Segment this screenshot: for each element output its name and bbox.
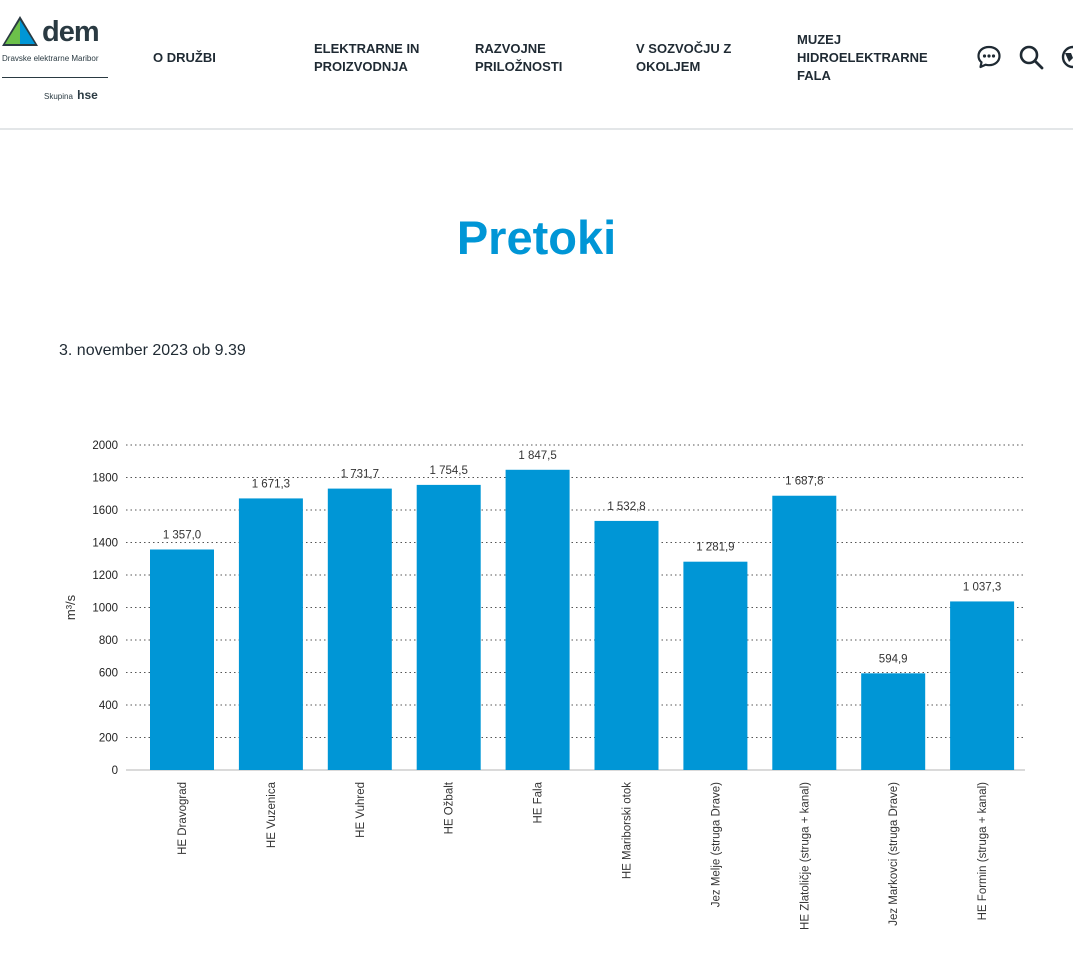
x-category-label: HE Vuhred <box>355 782 367 838</box>
bar-value-label: 1 532,8 <box>607 501 645 513</box>
measurement-timestamp: 3. november 2023 ob 9.39 <box>59 342 246 359</box>
x-category-label: Jez Melje (struga Drave) <box>710 782 722 907</box>
chart-bar <box>683 561 748 770</box>
y-tick-label: 1200 <box>92 570 118 582</box>
x-category-label: HE Zlatoličje (struga + kanal) <box>799 782 811 930</box>
nav-item-label: ELEKTRARNE IN <box>314 41 420 56</box>
x-category-label: HE Formin (struga + kanal) <box>977 782 989 921</box>
chart-bar <box>505 469 570 770</box>
chat-icon[interactable] <box>976 44 1002 70</box>
chart-bar <box>327 488 392 770</box>
bar-value-label: 1 037,3 <box>963 581 1001 593</box>
logo-subtitle: Dravske elektrarne Maribor <box>2 54 99 63</box>
y-tick-label: 800 <box>99 635 118 647</box>
logo-group-prefix: Skupina <box>44 92 73 101</box>
chart-bar <box>594 520 659 770</box>
nav-item-label: O DRUŽBI <box>153 50 216 65</box>
bar-value-label: 1 687,8 <box>785 476 823 488</box>
logo-divider <box>2 77 108 78</box>
search-icon[interactable] <box>1018 44 1044 70</box>
x-category-label: HE Ožbalt <box>444 781 456 834</box>
page-title: Pretoki <box>456 211 617 264</box>
chart-bar <box>150 549 214 770</box>
nav-item-label: V SOZVOČJU Z <box>636 41 732 56</box>
dem-logo-mark-icon <box>2 16 38 46</box>
nav-item-okolje[interactable]: V SOZVOČJU Z OKOLJEM <box>636 40 731 76</box>
bar-value-label: 594,9 <box>879 653 908 665</box>
chart-bar <box>861 673 926 770</box>
y-tick-label: 200 <box>99 733 118 745</box>
nav-item-razvojne[interactable]: RAZVOJNE PRILOŽNOSTI <box>475 40 562 76</box>
x-category-label: HE Mariborski otok <box>622 782 634 879</box>
nav-item-elektrarne[interactable]: ELEKTRARNE IN PROIZVODNJA <box>314 40 419 76</box>
bar-value-label: 1 357,0 <box>163 529 201 541</box>
nav-item-muzej[interactable]: MUZEJ HIDROELEKTRARNE FALA <box>797 31 928 85</box>
chart-bar <box>238 498 303 770</box>
y-axis-label: m³/s <box>63 594 78 620</box>
chart-bar <box>416 484 481 770</box>
nav-item-label: PRILOŽNOSTI <box>475 59 563 74</box>
x-category-label: Jez Markovci (struga Drave) <box>888 782 900 926</box>
y-tick-label: 400 <box>99 700 118 712</box>
y-tick-label: 1800 <box>92 473 118 485</box>
chart-bar <box>950 601 1015 770</box>
y-tick-label: 1400 <box>92 538 118 550</box>
y-tick-label: 1000 <box>92 603 118 615</box>
nav-item-label: PROIZVODNJA <box>314 59 408 74</box>
bar-value-label: 1 754,5 <box>430 465 468 477</box>
bar-value-label: 1 731,7 <box>341 469 379 481</box>
y-tick-label: 0 <box>112 765 118 777</box>
nav-item-label: OKOLJEM <box>636 59 701 74</box>
x-category-label: HE Dravograd <box>177 782 189 855</box>
y-tick-label: 1600 <box>92 505 118 517</box>
logo-wordmark: dem <box>42 16 100 48</box>
x-category-label: HE Fala <box>533 781 545 823</box>
nav-item-label: MUZEJ <box>797 32 842 47</box>
chart-bar <box>772 495 837 770</box>
x-category-label: HE Vuzenica <box>266 781 278 848</box>
y-tick-label: 600 <box>99 668 118 680</box>
flow-bar-chart: 0 200 400 600 800 1000 1200 1400 1600 1800 2000 m³/… <box>63 440 1025 930</box>
language-icon[interactable] <box>1060 44 1073 70</box>
logo-group-name: hse <box>77 88 98 102</box>
nav-item-label: FALA <box>797 68 831 83</box>
site-header: dem Dravske elektrarne Maribor Skupina h… <box>0 0 1073 130</box>
dem-logo[interactable]: dem Dravske elektrarne Maribor Skupina h… <box>2 14 110 102</box>
logo-group: Skupina hse <box>44 88 98 102</box>
nav-item-label: HIDROELEKTRARNE <box>797 50 928 65</box>
y-tick-label: 2000 <box>92 440 118 452</box>
bar-value-label: 1 281,9 <box>696 542 734 554</box>
bar-value-label: 1 847,5 <box>518 450 556 462</box>
nav-item-o-druzbi[interactable]: O DRUŽBI <box>153 49 216 67</box>
bar-value-label: 1 671,3 <box>252 478 290 490</box>
nav-item-label: RAZVOJNE <box>475 41 546 56</box>
